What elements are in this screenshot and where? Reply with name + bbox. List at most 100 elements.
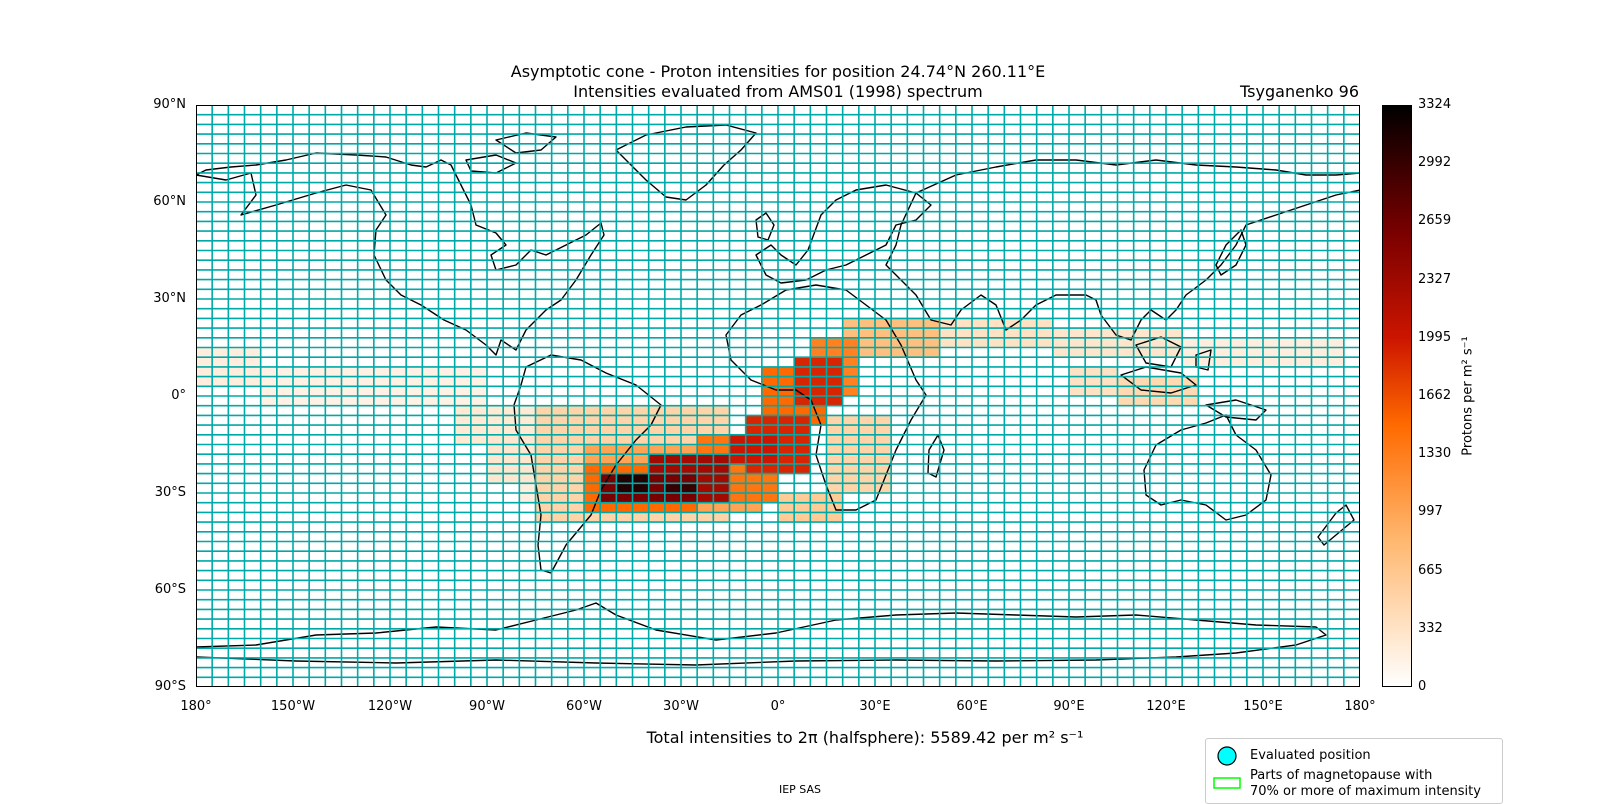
longitude-tick-label: 120°E bbox=[1146, 699, 1186, 714]
heatmap-cell bbox=[875, 347, 892, 358]
colorbar-tick-label: 332 bbox=[1418, 620, 1443, 636]
heatmap-cell bbox=[470, 396, 487, 406]
heatmap-cell bbox=[794, 454, 811, 464]
heatmap-cell bbox=[1085, 337, 1102, 348]
heatmap-cell bbox=[535, 502, 552, 513]
heatmap-cell bbox=[551, 473, 568, 484]
heatmap-cell bbox=[1166, 337, 1183, 348]
heatmap-cell bbox=[1117, 347, 1134, 358]
heatmap-cell bbox=[1246, 337, 1263, 348]
heatmap-cell bbox=[1085, 366, 1102, 377]
heatmap-cell bbox=[826, 512, 843, 523]
magnetopause-swatch-icon bbox=[1213, 777, 1241, 789]
heatmap-cell bbox=[713, 463, 730, 474]
heatmap-cell bbox=[438, 396, 455, 406]
heatmap-cell bbox=[778, 454, 795, 464]
colorbar-tick-label: 1662 bbox=[1418, 388, 1452, 403]
heatmap-cell bbox=[535, 512, 552, 523]
heatmap-cell bbox=[212, 376, 229, 387]
heatmap-cell bbox=[1214, 357, 1231, 367]
heatmap-cell bbox=[551, 415, 568, 426]
heatmap-cell bbox=[842, 483, 859, 493]
heatmap-cell bbox=[826, 386, 843, 396]
heatmap-cell bbox=[664, 493, 681, 503]
heatmap-cell bbox=[858, 444, 875, 455]
heatmap-cell bbox=[584, 463, 601, 474]
heatmap-cell bbox=[858, 454, 875, 464]
heatmap-cell bbox=[1327, 337, 1344, 348]
heatmap-cell bbox=[454, 396, 471, 406]
heatmap-cell bbox=[1052, 337, 1069, 348]
heatmap-cell bbox=[907, 328, 924, 338]
heatmap-cell bbox=[761, 444, 778, 455]
heatmap-cell bbox=[681, 493, 698, 503]
heatmap-cell bbox=[584, 434, 601, 445]
asymptotic-cone-map bbox=[196, 105, 1360, 687]
heatmap-cell bbox=[826, 463, 843, 474]
heatmap-cell bbox=[616, 493, 633, 503]
heatmap-cell bbox=[616, 405, 633, 416]
heatmap-cell bbox=[858, 483, 875, 493]
heatmap-cell bbox=[1004, 337, 1021, 348]
heatmap-cell bbox=[1101, 347, 1118, 358]
heatmap-cell bbox=[648, 473, 665, 484]
heatmap-cell bbox=[632, 425, 649, 435]
heatmap-cell bbox=[228, 357, 245, 367]
latitude-tick-label: 60°S bbox=[154, 582, 186, 597]
heatmap-cell bbox=[470, 366, 487, 377]
heatmap-cell bbox=[454, 386, 471, 396]
heatmap-cell bbox=[794, 444, 811, 455]
heatmap-cell bbox=[1166, 376, 1183, 387]
map-title-line2: Intensities evaluated from AMS01 (1998) … bbox=[573, 82, 983, 101]
heatmap-cell bbox=[1263, 357, 1280, 367]
heatmap-cell bbox=[390, 366, 407, 377]
heatmap-cell bbox=[1069, 328, 1086, 338]
heatmap-cell bbox=[697, 434, 714, 445]
heatmap-cell bbox=[955, 337, 972, 348]
heatmap-cell bbox=[761, 386, 778, 396]
heatmap-cell bbox=[713, 502, 730, 513]
heatmap-cell bbox=[664, 425, 681, 435]
heatmap-cell bbox=[1198, 337, 1215, 348]
heatmap-cell bbox=[632, 502, 649, 513]
heatmap-cell bbox=[875, 444, 892, 455]
heatmap-cell bbox=[1020, 328, 1037, 338]
heatmap-cell bbox=[664, 454, 681, 464]
heatmap-cell bbox=[438, 386, 455, 396]
latitude-tick-label: 90°S bbox=[154, 679, 186, 694]
heatmap-cell bbox=[664, 405, 681, 416]
heatmap-cell bbox=[1101, 337, 1118, 348]
heatmap-cell bbox=[519, 454, 536, 464]
heatmap-cell bbox=[1020, 318, 1037, 329]
heatmap-cell bbox=[535, 434, 552, 445]
heatmap-cell bbox=[1036, 318, 1053, 329]
heatmap-cell bbox=[939, 337, 956, 348]
heatmap-cell bbox=[1020, 337, 1037, 348]
heatmap-cell bbox=[260, 366, 277, 377]
colorbar bbox=[1382, 105, 1412, 687]
heatmap-cell bbox=[551, 502, 568, 513]
heatmap-cell bbox=[972, 337, 989, 348]
heatmap-cell bbox=[891, 347, 908, 358]
heatmap-cell bbox=[1311, 347, 1328, 358]
heatmap-cell bbox=[584, 502, 601, 513]
heatmap-cell bbox=[810, 512, 827, 523]
heatmap-cell bbox=[681, 512, 698, 523]
heatmap-cell bbox=[713, 425, 730, 435]
legend-evaluated-label: Evaluated position bbox=[1250, 748, 1371, 763]
heatmap-cell bbox=[778, 415, 795, 426]
heatmap-cell bbox=[567, 473, 584, 484]
heatmap-cell bbox=[1004, 328, 1021, 338]
heatmap-cell bbox=[988, 318, 1005, 329]
heatmap-cell bbox=[648, 405, 665, 416]
heatmap-cell bbox=[535, 415, 552, 426]
heatmap-cell bbox=[1295, 337, 1312, 348]
heatmap-cell bbox=[729, 434, 746, 445]
heatmap-cell bbox=[616, 444, 633, 455]
heatmap-cell bbox=[875, 473, 892, 484]
heatmap-cell bbox=[470, 405, 487, 416]
heatmap-cell bbox=[794, 357, 811, 367]
heatmap-cell bbox=[1279, 357, 1296, 367]
heatmap-cell bbox=[713, 493, 730, 503]
heatmap-cell bbox=[309, 386, 326, 396]
